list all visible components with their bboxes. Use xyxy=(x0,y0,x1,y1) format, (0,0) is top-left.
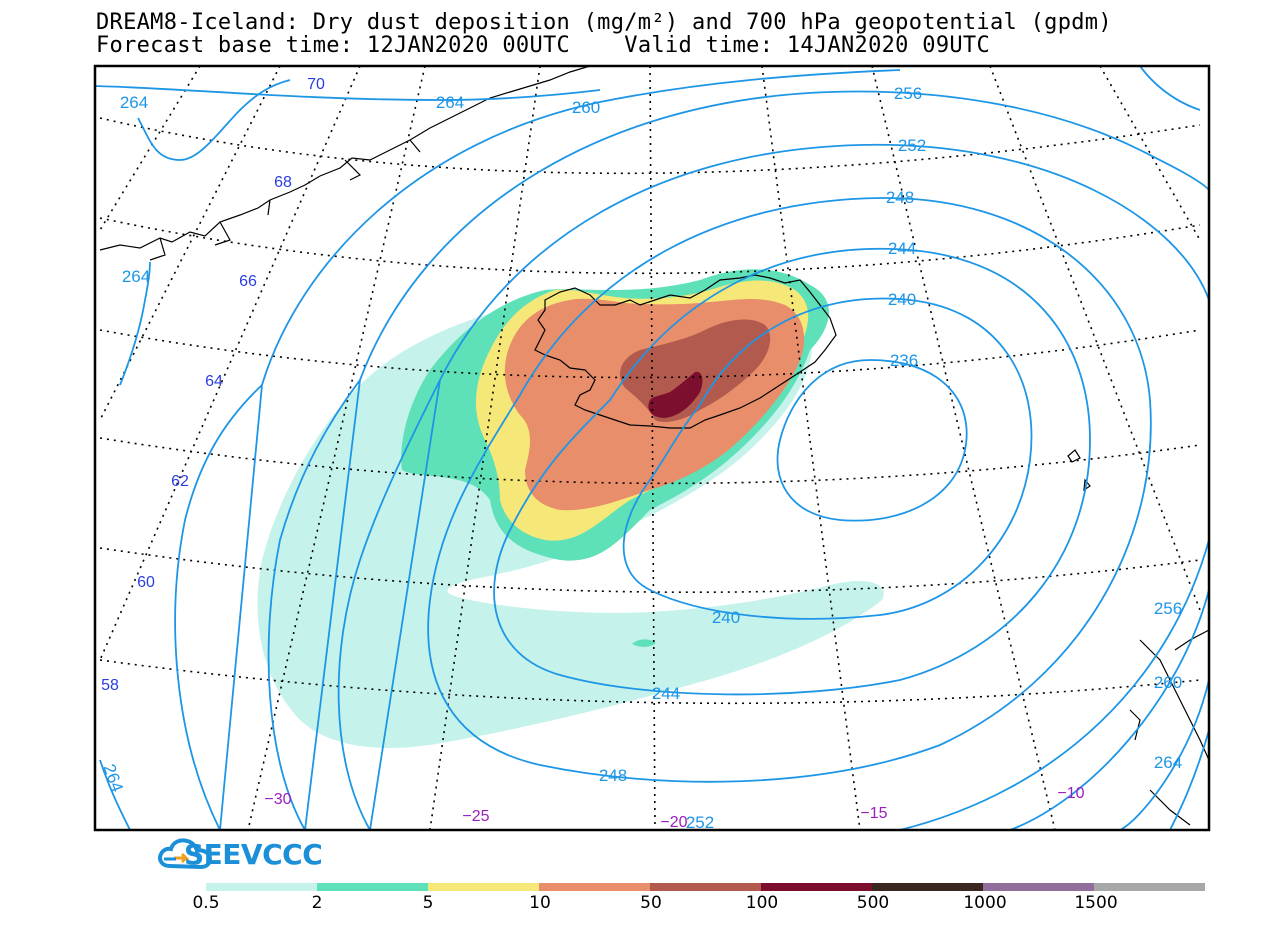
graticule-lon-15 xyxy=(649,66,656,830)
contour-label: 264 xyxy=(122,267,150,286)
contour-264e xyxy=(1169,729,1209,830)
contour-label: 264 xyxy=(1154,753,1182,772)
valid-time: Valid time: 14JAN2020 09UTC xyxy=(624,33,990,58)
longitude-labels: −30 −25 −20 −15 −10 xyxy=(264,785,1084,831)
lon-label: −15 xyxy=(860,805,887,822)
greenland-coast xyxy=(99,66,591,261)
lat-label: 70 xyxy=(307,76,325,93)
colorbar-swatch xyxy=(872,883,983,891)
contour-label: 248 xyxy=(599,766,627,785)
colorbar-label: 50 xyxy=(640,893,662,913)
graticule-lon-10 xyxy=(761,66,861,830)
map-frame xyxy=(93,64,1211,832)
faroe-islands xyxy=(1067,449,1091,492)
contour-label: 252 xyxy=(898,136,926,155)
colorbar-label: 100 xyxy=(745,893,779,913)
lat-label: 64 xyxy=(205,373,223,390)
geopotential-contours xyxy=(95,66,1209,830)
graticule xyxy=(99,66,1201,830)
contour-label: 252 xyxy=(686,813,714,832)
contour-label: 264 xyxy=(436,93,464,112)
contour-244 xyxy=(493,247,1091,696)
contour-label: 236 xyxy=(890,351,918,370)
contour-264b xyxy=(137,79,291,161)
contour-264d xyxy=(99,759,131,830)
contour-label: 260 xyxy=(1154,673,1182,692)
colorbar xyxy=(206,883,1205,891)
colorbar-swatch xyxy=(317,883,428,891)
latitude-labels: 70 68 66 64 62 60 58 xyxy=(101,76,325,694)
colorbar-swatch xyxy=(761,883,872,891)
contour-label: 248 xyxy=(886,188,914,207)
contour-264c xyxy=(119,261,151,386)
contour-label: 260 xyxy=(572,98,600,117)
contour-label: 244 xyxy=(652,684,680,703)
lat-label: 58 xyxy=(101,677,119,694)
lon-label: −25 xyxy=(462,808,489,825)
contour-240 xyxy=(622,297,1033,620)
graticule-lon-30 xyxy=(99,66,361,661)
lat-label: 60 xyxy=(137,574,155,591)
contour-236 xyxy=(776,359,968,522)
colorbar-swatch xyxy=(539,883,650,891)
graticule-lon-5 xyxy=(871,66,1056,830)
graticule-lon-0 xyxy=(989,66,1201,611)
contour-label: 240 xyxy=(712,608,740,627)
graticule-lon-25 xyxy=(247,66,426,830)
contour-label: 244 xyxy=(888,239,916,258)
lon-label: −20 xyxy=(660,814,687,831)
colorbar-swatch xyxy=(428,883,539,891)
iceland-coast xyxy=(534,274,837,429)
colorbar-swatch xyxy=(983,883,1094,891)
colorbar-swatch xyxy=(650,883,761,891)
forecast-base-time: Forecast base time: 12JAN2020 00UTC xyxy=(96,33,571,58)
chart-title: DREAM8-Iceland: Dry dust deposition (mg/… xyxy=(96,10,1112,35)
colorbar-label: 5 xyxy=(422,893,434,913)
colorbar-label: 10 xyxy=(529,893,551,913)
graticule-lat-68 xyxy=(99,217,1201,275)
lat-label: 66 xyxy=(239,273,257,290)
norway-coast xyxy=(1129,629,1209,826)
colorbar-labels: 0.5 2 5 10 50 100 500 1000 1500 xyxy=(0,893,1271,917)
contour-label: 264 xyxy=(99,762,127,795)
graticule-lat-64 xyxy=(99,437,1201,485)
contour-252 xyxy=(337,143,1209,830)
graticule-lat-70 xyxy=(99,117,1201,175)
lon-label: −30 xyxy=(264,791,291,808)
colorbar-label: 1500 xyxy=(1074,893,1118,913)
dust-band-100 xyxy=(648,371,703,418)
dust-shading xyxy=(257,269,884,749)
contour-260 xyxy=(174,69,1209,830)
contour-label: 256 xyxy=(894,84,922,103)
colorbar-label: 2 xyxy=(311,893,323,913)
graticule-lon-e5 xyxy=(1099,66,1201,241)
time-info: Forecast base time: 12JAN2020 00UTC Vali… xyxy=(96,35,990,57)
logo-text: SEEVCCC xyxy=(184,838,323,871)
colorbar-label: 500 xyxy=(856,893,890,913)
coastlines xyxy=(99,66,1209,826)
colorbar-label: 1000 xyxy=(963,893,1007,913)
contour-label: 240 xyxy=(888,290,916,309)
contour-264a xyxy=(95,66,1201,111)
contour-256 xyxy=(267,90,1209,830)
contour-248 xyxy=(427,197,1152,783)
cloud-icon xyxy=(158,838,213,870)
contour-label: 264 xyxy=(120,93,148,112)
colorbar-swatch xyxy=(1094,883,1205,891)
graticule-lon-20 xyxy=(429,66,541,830)
contour-label: 256 xyxy=(1154,599,1182,618)
lat-label: 68 xyxy=(274,174,292,191)
colorbar-label: 0.5 xyxy=(192,893,220,913)
graticule-lat-60 xyxy=(99,659,1201,705)
graticule-lon-35 xyxy=(99,66,281,421)
colorbar-swatch xyxy=(206,883,317,891)
dust-spot xyxy=(632,639,656,647)
lon-label: −10 xyxy=(1057,785,1084,802)
lat-label: 62 xyxy=(171,473,189,490)
